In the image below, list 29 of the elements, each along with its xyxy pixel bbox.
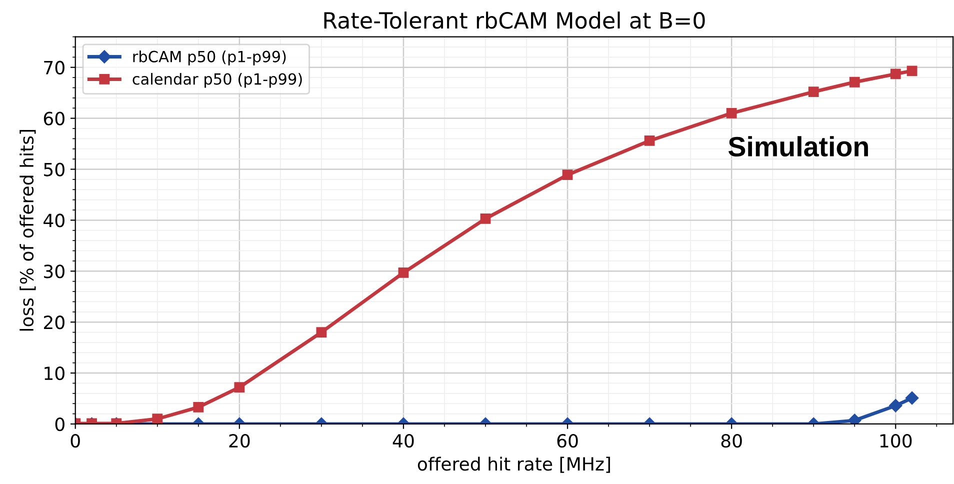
point (644, 136, 655, 146)
y-tick-label: 50 (44, 162, 64, 176)
legend-label: rbCAM p50 (p1-p99) (133, 50, 286, 66)
chart-title: Rate-Tolerant rbCAM Model at B=0 (324, 12, 705, 29)
x-tick-label: 60 (557, 434, 578, 448)
y-tick-label: 40 (44, 214, 64, 228)
y-tick-label: 10 (44, 366, 64, 380)
point (906, 66, 918, 76)
y-tick-label: 0 (55, 417, 64, 432)
point (562, 170, 573, 180)
annotation: Simulation (728, 136, 868, 157)
y-axis-title: loss [% of offered hits] (20, 130, 36, 331)
y-tick-label: 60 (44, 112, 64, 126)
point (398, 267, 409, 278)
x-tick-label: 100 (880, 434, 912, 448)
y-tick-label: 20 (44, 316, 64, 330)
x-tick-label: 0 (70, 434, 80, 448)
x-axis-title: offered hit rate [MHz] (418, 456, 610, 473)
y-tick-label: 70 (44, 60, 64, 74)
point (480, 213, 491, 224)
x-tick-label: 80 (721, 434, 742, 448)
legend-label: calendar p50 (p1-p99) (132, 72, 302, 88)
point (890, 68, 901, 80)
point (808, 86, 819, 98)
y-tick-label: 30 (44, 264, 64, 278)
x-tick-label: 40 (392, 434, 414, 448)
point (726, 108, 737, 118)
x-tick-label: 20 (229, 434, 250, 448)
point (849, 76, 860, 88)
